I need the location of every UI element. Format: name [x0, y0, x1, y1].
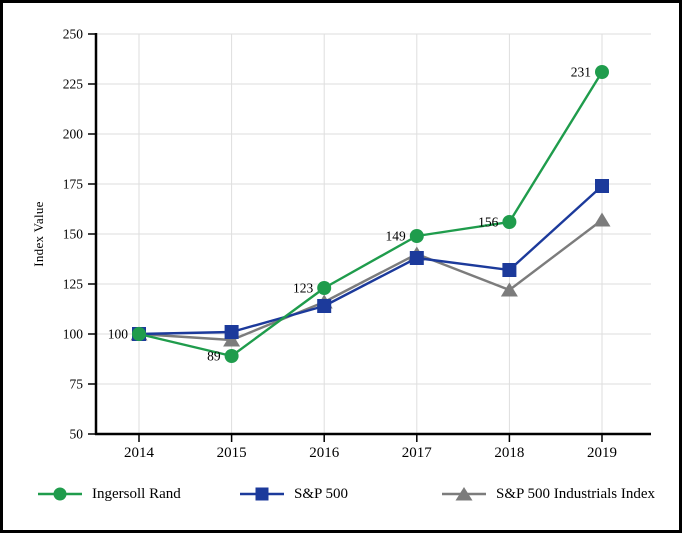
x-tick-label: 2016 — [309, 445, 340, 461]
square-marker-icon — [240, 487, 284, 501]
y-tick-label: 200 — [63, 127, 84, 142]
data-point-s-p-500-2018 — [502, 263, 517, 277]
data-point-ingersoll-rand-2017 — [409, 229, 424, 243]
data-point-label: 123 — [293, 281, 314, 296]
legend-item-sp500: S&P 500 — [240, 485, 348, 503]
x-tick-label: 2018 — [494, 445, 524, 461]
data-point-label: 100 — [108, 327, 129, 342]
data-point-ingersoll-rand-2016 — [317, 281, 332, 295]
y-tick-label: 100 — [63, 327, 84, 342]
series-line-s-p-500 — [138, 185, 603, 336]
data-point-s-p-500-2017 — [409, 251, 424, 265]
data-point-label: 149 — [386, 229, 407, 244]
y-tick-label: 250 — [63, 27, 84, 42]
data-point-ingersoll-rand-2014 — [132, 327, 146, 341]
data-point-label: 156 — [478, 215, 499, 230]
data-point-ingersoll-rand-2015 — [224, 349, 239, 363]
y-tick-label: 50 — [70, 427, 84, 442]
data-point-s-p-500-2016 — [317, 299, 332, 313]
triangle-marker-icon — [442, 487, 486, 501]
data-point-s-p-500-2015 — [224, 325, 239, 339]
legend-label: S&P 500 — [294, 485, 349, 502]
y-tick-label: 175 — [63, 177, 84, 192]
data-point-label: 89 — [207, 349, 221, 364]
legend-label: S&P 500 Industrials Index — [496, 485, 656, 502]
series-line-s-p-500-industrials-index — [138, 219, 603, 342]
y-axis-title: Index Value — [31, 201, 46, 267]
x-tick-label: 2019 — [587, 445, 617, 461]
data-point-s-p-500-industrials-index-2015 — [223, 332, 241, 347]
data-point-s-p-500-industrials-index-2018 — [500, 282, 518, 297]
legend-label: Ingersoll Rand — [92, 485, 181, 502]
circle-marker-icon — [38, 487, 82, 501]
x-tick-label: 2014 — [124, 445, 155, 461]
y-tick-label: 75 — [70, 377, 84, 392]
legend-item-ingersoll-rand: Ingersoll Rand — [38, 485, 181, 503]
x-tick-label: 2015 — [217, 445, 247, 461]
data-point-s-p-500-industrials-index-2019 — [593, 212, 611, 227]
data-point-ingersoll-rand-2019 — [595, 65, 609, 79]
line-chart-plot: 50 75 100 125 150 175 200 225 250 2014 2015 2016 201… — [63, 27, 651, 461]
y-tick-label: 150 — [63, 227, 84, 242]
y-tick-label: 225 — [63, 77, 84, 92]
x-tick-label: 2017 — [402, 445, 433, 461]
y-tick-label: 125 — [63, 277, 84, 292]
data-point-ingersoll-rand-2018 — [502, 215, 517, 229]
legend-item-sp500-industrials: S&P 500 Industrials Index — [442, 485, 655, 503]
series-line-ingersoll-rand — [138, 71, 604, 358]
data-point-label: 231 — [571, 65, 591, 80]
data-point-s-p-500-2019 — [595, 179, 609, 193]
